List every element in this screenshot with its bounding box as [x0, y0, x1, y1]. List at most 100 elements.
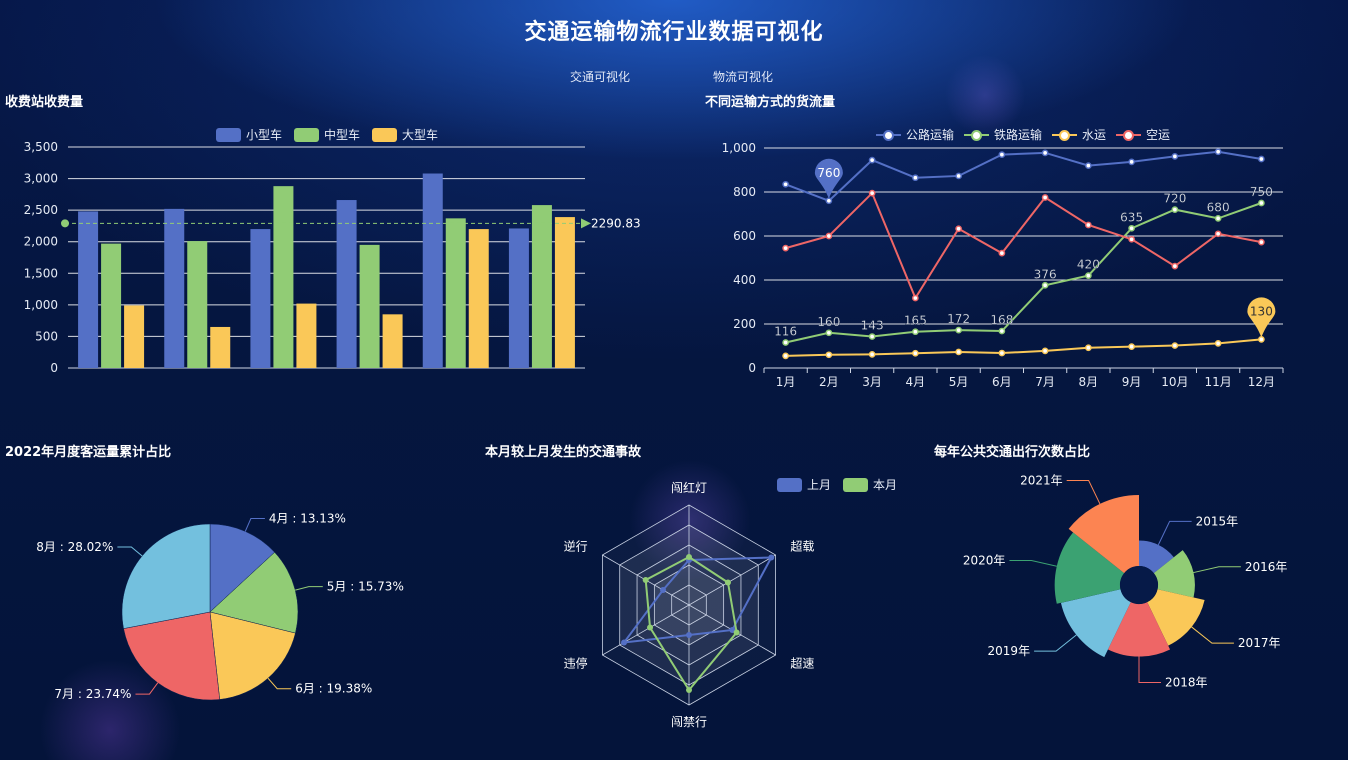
rose-slice [1153, 550, 1195, 598]
rose-label: 2018年 [1165, 676, 1208, 690]
series-point [868, 189, 876, 197]
legend-swatch [216, 127, 241, 142]
series-point [912, 294, 919, 302]
data-label: 376 [1034, 267, 1057, 281]
legend-item-small-car[interactable]: 小型车 [216, 126, 282, 143]
radar-axis [602, 604, 690, 656]
radar-point [729, 627, 736, 633]
series-point [1171, 262, 1179, 270]
y-tick-label: 1,000 [24, 298, 58, 312]
y-tick-label: 400 [733, 273, 756, 287]
radar-indicator-label: 超速 [790, 656, 814, 671]
nav-tab-traffic[interactable]: 交通可视化 [570, 70, 631, 84]
nav-tab-logistics[interactable]: 物流可视化 [713, 70, 774, 84]
average-label: 2290.83 [591, 216, 641, 230]
data-label: 635 [1120, 210, 1143, 224]
radar-point [686, 554, 692, 560]
legend-label: 大型车 [402, 128, 439, 142]
average-line-arrow [581, 218, 591, 229]
rose-label-line [1191, 626, 1234, 644]
legend-label: 铁路运输 [994, 128, 1043, 142]
legend-item-last-month[interactable]: 上月 [777, 476, 831, 493]
series-line [785, 202, 1262, 344]
series-point [868, 351, 876, 358]
legend-item-large-car[interactable]: 大型车 [372, 126, 438, 143]
radar-point [660, 587, 667, 593]
series-point [998, 327, 1006, 335]
marker-pin [814, 158, 843, 199]
bar [531, 205, 552, 368]
rose-slice [1054, 532, 1125, 604]
series-point [1041, 149, 1049, 157]
legend-item-medium-car[interactable]: 中型车 [294, 126, 360, 143]
bar [210, 326, 231, 368]
x-tick-label: 11月 [1204, 375, 1231, 389]
legend-swatch [1116, 128, 1142, 142]
series-point [1128, 224, 1135, 232]
line-chart-plot: 0 200 400 600 800 1,000 1月 2月 3月 4月 5月 6月 7月 8月 9月 10月 1… [722, 141, 1284, 389]
y-tick-label: 2,500 [24, 203, 58, 217]
page-title: 交通运输物流行业数据可视化 [524, 20, 824, 45]
x-tick-label: 2月 [819, 375, 839, 389]
series-point [868, 156, 876, 164]
pie-label: 6月 : 19.38% [295, 682, 372, 696]
legend-label: 公路运输 [906, 128, 955, 142]
line-chart-title: 不同运输方式的货流量 [705, 95, 836, 110]
data-label: 720 [1163, 192, 1186, 206]
radar-axis [688, 554, 776, 606]
series-point [955, 348, 962, 356]
legend-item-this-month[interactable]: 本月 [843, 476, 897, 493]
legend-item-rail[interactable]: 铁路运输 [964, 126, 1042, 143]
pie-label-line [117, 546, 143, 557]
series-point [955, 225, 962, 233]
data-label: 680 [1207, 200, 1230, 214]
rose-label-line [1193, 566, 1241, 574]
bar [336, 200, 357, 368]
series-point [782, 352, 789, 360]
bar [382, 314, 403, 368]
rose-chart-plot: 2015年 2016年 2017年 2018年 2019年 2020年 2021年 [963, 473, 1288, 689]
y-tick-label: 2,000 [24, 235, 58, 249]
series-point [1085, 272, 1092, 279]
y-tick-label: 200 [733, 317, 756, 331]
legend-item-road[interactable]: 公路运输 [876, 126, 954, 143]
y-tick-label: 500 [35, 329, 58, 343]
bar [273, 186, 294, 368]
rose-slice [1060, 589, 1131, 658]
pie-slice [123, 611, 220, 701]
radar-point [621, 639, 628, 646]
series-point [1041, 281, 1049, 289]
rose-chart-title: 每年公共交通出行次数占比 [934, 445, 1091, 460]
legend-label: 上月 [807, 478, 832, 492]
pie-label-line [244, 518, 265, 532]
rose-slice [1147, 589, 1205, 646]
series-point [825, 232, 833, 240]
rose-center-hole [1120, 566, 1158, 604]
rose-label: 2017年 [1238, 636, 1281, 650]
y-tick-label: 3,500 [24, 140, 58, 154]
rose-label: 2015年 [1196, 514, 1239, 528]
series-point [912, 328, 919, 336]
y-tick-label: 800 [733, 185, 756, 199]
rose-label-line [1009, 559, 1057, 567]
series-point [782, 180, 789, 188]
series-point [1171, 342, 1179, 349]
y-tick-label: 0 [748, 361, 756, 375]
data-label: 168 [990, 313, 1013, 327]
radar-indicator-label: 闯红灯 [671, 480, 707, 495]
radar-indicator-label: 违停 [564, 656, 588, 671]
legend-item-water[interactable]: 水运 [1052, 126, 1106, 143]
pie-chart-plot: 4月 : 13.13% 5月 : 15.73% 6月 : 19.38% 7月 : 23… [36, 512, 404, 702]
pie-label-line [295, 586, 323, 591]
legend-item-air[interactable]: 空运 [1116, 126, 1170, 143]
x-tick-label: 8月 [1079, 375, 1099, 389]
series-point [1041, 347, 1049, 355]
series-point [825, 329, 833, 337]
pie-chart-title: 2022年月度客运量累计占比 [5, 445, 172, 460]
series-point [1214, 340, 1222, 347]
legend-label: 小型车 [246, 128, 283, 142]
legend-swatch [843, 477, 869, 492]
series-point [782, 339, 789, 346]
rose-label-line [1034, 634, 1077, 652]
